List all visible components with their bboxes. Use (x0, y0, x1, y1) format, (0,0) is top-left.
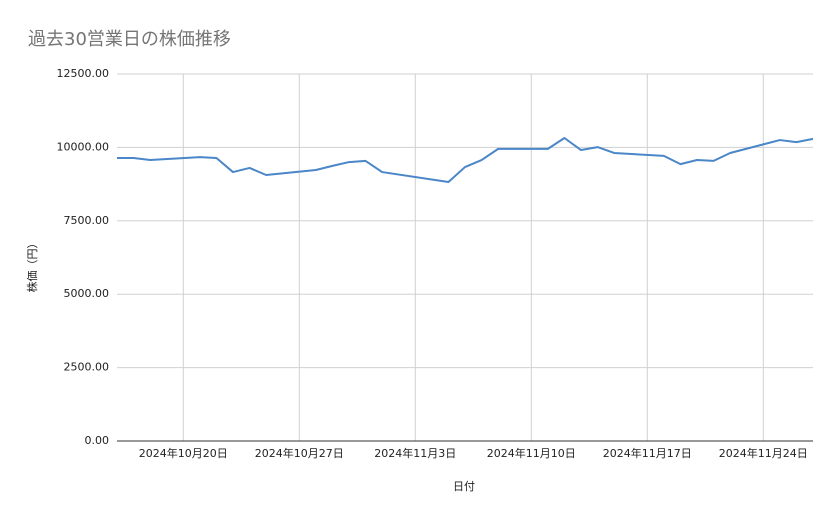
x-tick-label: 2024年11月24日 (719, 446, 808, 460)
y-tick-label: 12500.00 (57, 67, 110, 80)
chart-title: 過去30営業日の株価推移 (28, 29, 231, 50)
y-tick-label: 2500.00 (64, 361, 110, 374)
x-axis-label: 日付 (453, 480, 475, 493)
x-tick-label: 2024年10月20日 (139, 446, 228, 460)
y-tick-label: 5000.00 (64, 287, 110, 300)
y-tick-label: 0.00 (85, 434, 110, 447)
y-tick-label: 7500.00 (64, 214, 110, 227)
y-axis-label: 株価（円） (25, 238, 39, 293)
data-line (117, 137, 814, 184)
x-tick-label: 2024年11月10日 (487, 446, 576, 460)
y-tick-label: 10000.00 (57, 140, 110, 153)
x-tick-label: 2024年10月27日 (255, 446, 344, 460)
x-tick-label: 2024年11月3日 (374, 446, 456, 460)
x-tick-label: 2024年11月17日 (603, 446, 692, 460)
